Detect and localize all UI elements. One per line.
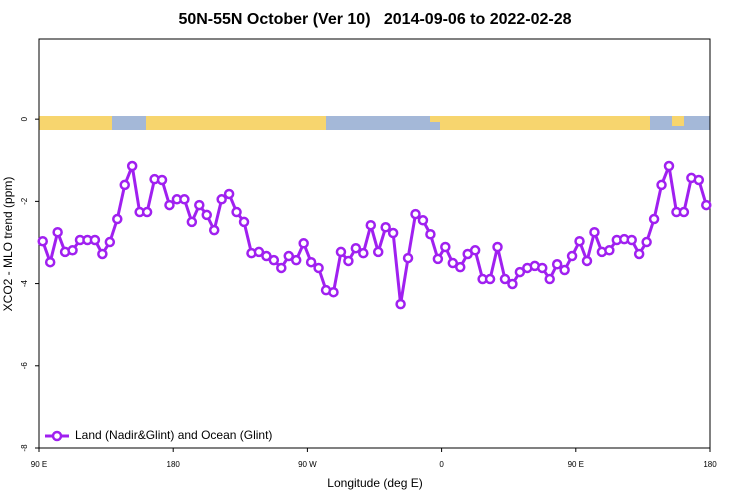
data-point <box>499 273 511 285</box>
data-point <box>537 262 548 274</box>
data-point <box>97 248 108 260</box>
data-point <box>350 242 362 254</box>
data-point <box>641 236 652 248</box>
data-point <box>141 206 153 218</box>
x-tick-label: 90 W <box>298 460 317 469</box>
data-point <box>201 209 212 221</box>
data-point <box>156 174 168 186</box>
y-tick-label: -2 <box>20 197 29 205</box>
data-point <box>581 255 593 267</box>
data-point <box>112 213 123 225</box>
data-point <box>604 245 615 256</box>
data-point <box>469 245 481 256</box>
x-axis-label: Longitude (deg E) <box>327 476 422 490</box>
data-point <box>484 273 496 285</box>
data-point <box>89 234 101 246</box>
data-point <box>186 216 198 228</box>
data-point <box>633 248 645 260</box>
data-point <box>223 188 235 200</box>
data-point <box>328 286 339 298</box>
data-point <box>626 234 637 246</box>
data-point <box>678 206 690 218</box>
data-point <box>268 254 280 266</box>
data-point <box>358 247 369 259</box>
data-point <box>425 229 436 240</box>
land-ocean-strip <box>39 116 710 130</box>
legend-marker <box>51 430 63 442</box>
y-axis-label: XCO2 - MLO trend (ppm) <box>1 177 15 312</box>
data-point <box>238 216 250 228</box>
chart-title: 50N-55N October (Ver 10) 2014-09-06 to 2… <box>178 11 571 28</box>
x-tick-label: 90 E <box>31 460 47 469</box>
data-point <box>194 199 205 211</box>
data-point <box>164 199 175 211</box>
data-point <box>372 246 384 258</box>
data-point <box>395 298 406 310</box>
data-point <box>298 238 309 249</box>
data-point <box>589 226 600 238</box>
data-point <box>432 253 444 265</box>
data-point <box>559 264 570 276</box>
data-point <box>410 208 421 220</box>
data-point <box>313 262 324 274</box>
data-point <box>208 224 220 236</box>
data-point <box>343 255 354 267</box>
data-point <box>492 241 503 253</box>
y-tick-label: -6 <box>20 362 29 370</box>
data-point <box>551 259 563 270</box>
y-tick-label: -8 <box>20 444 29 452</box>
data-point <box>365 219 377 231</box>
data-point <box>44 256 56 268</box>
data-point <box>574 235 585 247</box>
data-point <box>693 174 705 186</box>
data-point <box>276 262 287 274</box>
data-point <box>37 235 48 247</box>
data-point <box>253 246 265 258</box>
data-point <box>216 194 227 205</box>
data-point <box>67 245 78 256</box>
data-point <box>231 206 242 218</box>
data-point <box>566 250 578 262</box>
data-point <box>440 241 451 253</box>
data-point <box>126 160 138 172</box>
data-point <box>261 250 272 262</box>
data-point <box>514 266 526 278</box>
x-tick-label: 180 <box>167 460 181 469</box>
data-point <box>648 213 660 225</box>
data-point <box>417 215 429 226</box>
data-point <box>305 256 317 268</box>
data-point <box>179 194 190 205</box>
legend-label: Land (Nadir&Glint) and Ocean (Glint) <box>75 428 272 442</box>
data-point <box>402 252 414 264</box>
y-tick-label: -4 <box>20 279 29 287</box>
data-point <box>104 236 116 248</box>
data-point <box>387 227 399 239</box>
data-point <box>663 160 675 172</box>
data-point <box>454 261 466 273</box>
x-tick-label: 180 <box>703 460 717 469</box>
data-point <box>656 179 667 191</box>
data-point <box>283 250 295 262</box>
data-point <box>701 199 712 211</box>
x-tick-label: 0 <box>439 460 444 469</box>
data-point <box>507 278 518 290</box>
data-point <box>335 246 347 258</box>
data-point <box>52 226 63 238</box>
data-point <box>380 222 391 233</box>
data-point <box>290 254 302 266</box>
y-tick-label: 0 <box>20 116 29 121</box>
data-point <box>119 179 130 191</box>
x-tick-label: 90 E <box>568 460 584 469</box>
data-point <box>447 257 459 269</box>
data-point <box>544 273 555 285</box>
